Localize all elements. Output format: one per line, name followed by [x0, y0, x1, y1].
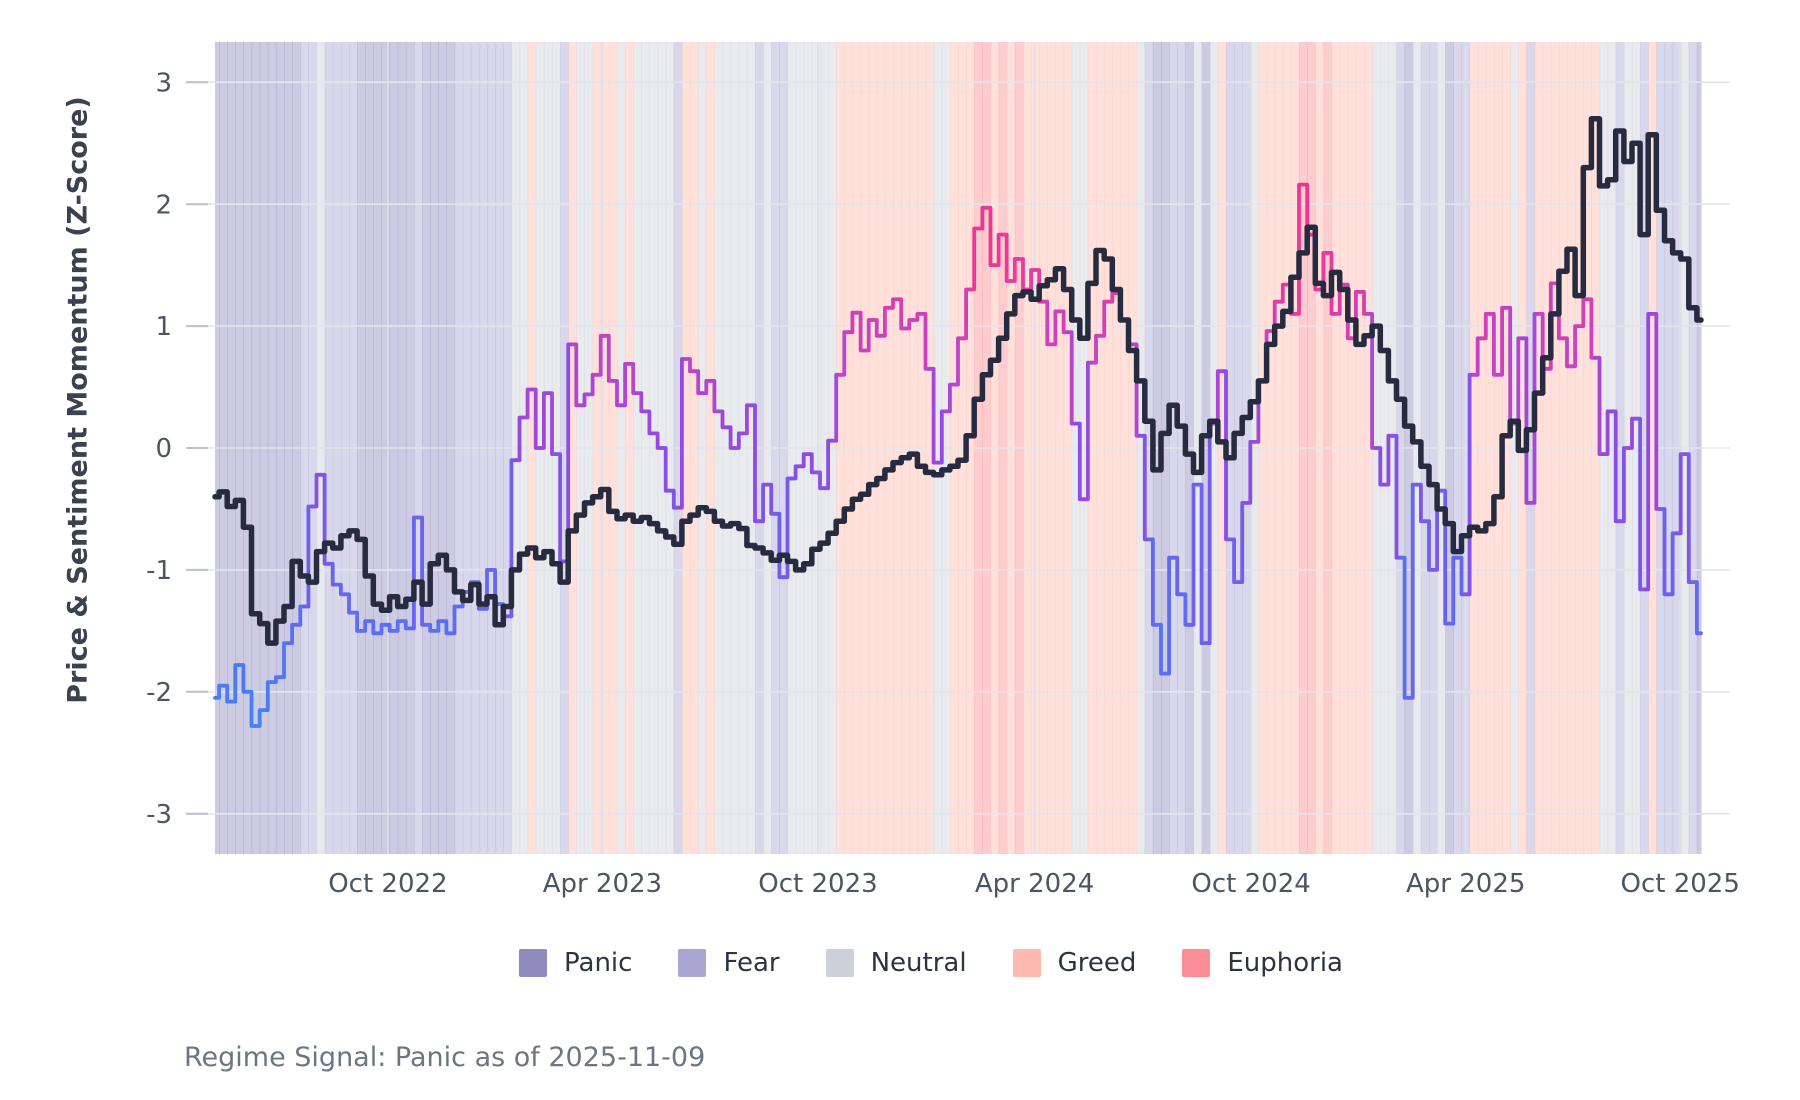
legend-item-greed[interactable]: Greed [1012, 948, 1137, 978]
y-axis-title: Price & Sentiment Momentum (Z-Score) [62, 96, 94, 704]
x-tick-label: Apr 2024 [975, 869, 1094, 899]
legend-label: Panic [564, 948, 633, 978]
neutral-swatch-icon [825, 949, 854, 977]
y-tick-label: 3 [155, 68, 172, 98]
legend-item-neutral[interactable]: Neutral [825, 948, 967, 978]
y-tick-label: -1 [146, 556, 172, 586]
y-tick-label: 1 [155, 312, 172, 342]
y-tick-label: -2 [146, 678, 172, 708]
y-tick-label: -3 [146, 800, 172, 830]
regime-legend: Panic Fear Neutral Greed Euphoria [519, 948, 1343, 978]
x-tick-label: Apr 2023 [543, 869, 662, 899]
x-tick-label: Oct 2025 [1621, 869, 1740, 899]
y-tick-label: 2 [155, 190, 172, 220]
panic-swatch-icon [519, 949, 547, 977]
x-tick-label: Oct 2022 [328, 869, 447, 899]
legend-item-panic[interactable]: Panic [519, 948, 632, 978]
euphoria-swatch-icon [1182, 949, 1211, 977]
gridlines: 3 2 1 0 -1 -2 -3 Oct 2022 Apr 2023 Oct 2023 Apr 20… [146, 42, 1740, 899]
legend-label: Euphoria [1227, 948, 1343, 978]
regime-signal-status: Regime Signal: Panic as of 2025-11-09 [184, 1042, 706, 1073]
x-tick-label: Oct 2023 [758, 869, 877, 899]
legend-item-euphoria[interactable]: Euphoria [1182, 948, 1343, 978]
legend-label: Neutral [870, 948, 967, 978]
legend-label: Greed [1057, 948, 1137, 978]
price-line [212, 116, 1704, 646]
x-tick-label: Oct 2024 [1191, 869, 1310, 899]
greed-swatch-icon [1012, 949, 1041, 977]
legend-item-fear[interactable]: Fear [678, 948, 780, 978]
legend-label: Fear [723, 948, 780, 978]
y-tick-label: 0 [155, 434, 172, 464]
fear-swatch-icon [678, 949, 707, 977]
x-tick-label: Apr 2025 [1406, 869, 1525, 899]
